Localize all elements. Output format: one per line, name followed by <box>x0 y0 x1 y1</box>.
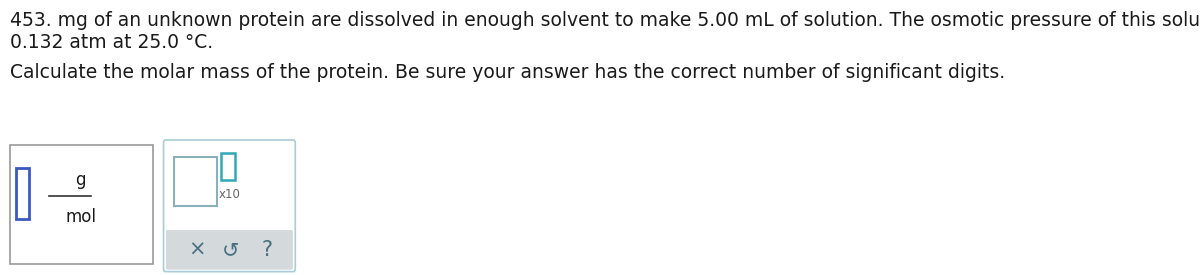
Bar <box>221 153 235 180</box>
Text: Calculate the molar mass of the protein. Be sure your answer has the correct num: Calculate the molar mass of the protein.… <box>10 63 1004 82</box>
Bar <box>174 157 217 206</box>
Text: ×: × <box>188 240 205 260</box>
Text: 0.132 atm at 25.0 °C.: 0.132 atm at 25.0 °C. <box>10 33 212 52</box>
Text: g: g <box>76 170 86 189</box>
Text: ?: ? <box>262 240 272 260</box>
Bar <box>16 168 29 219</box>
Text: x10: x10 <box>218 188 241 201</box>
FancyBboxPatch shape <box>163 140 295 272</box>
Bar <box>10 145 154 264</box>
Text: 453. mg of an unknown protein are dissolved in enough solvent to make 5.00 mL of: 453. mg of an unknown protein are dissol… <box>10 11 1200 30</box>
Text: mol: mol <box>65 208 96 226</box>
Text: ↺: ↺ <box>222 240 240 260</box>
FancyBboxPatch shape <box>166 230 293 270</box>
